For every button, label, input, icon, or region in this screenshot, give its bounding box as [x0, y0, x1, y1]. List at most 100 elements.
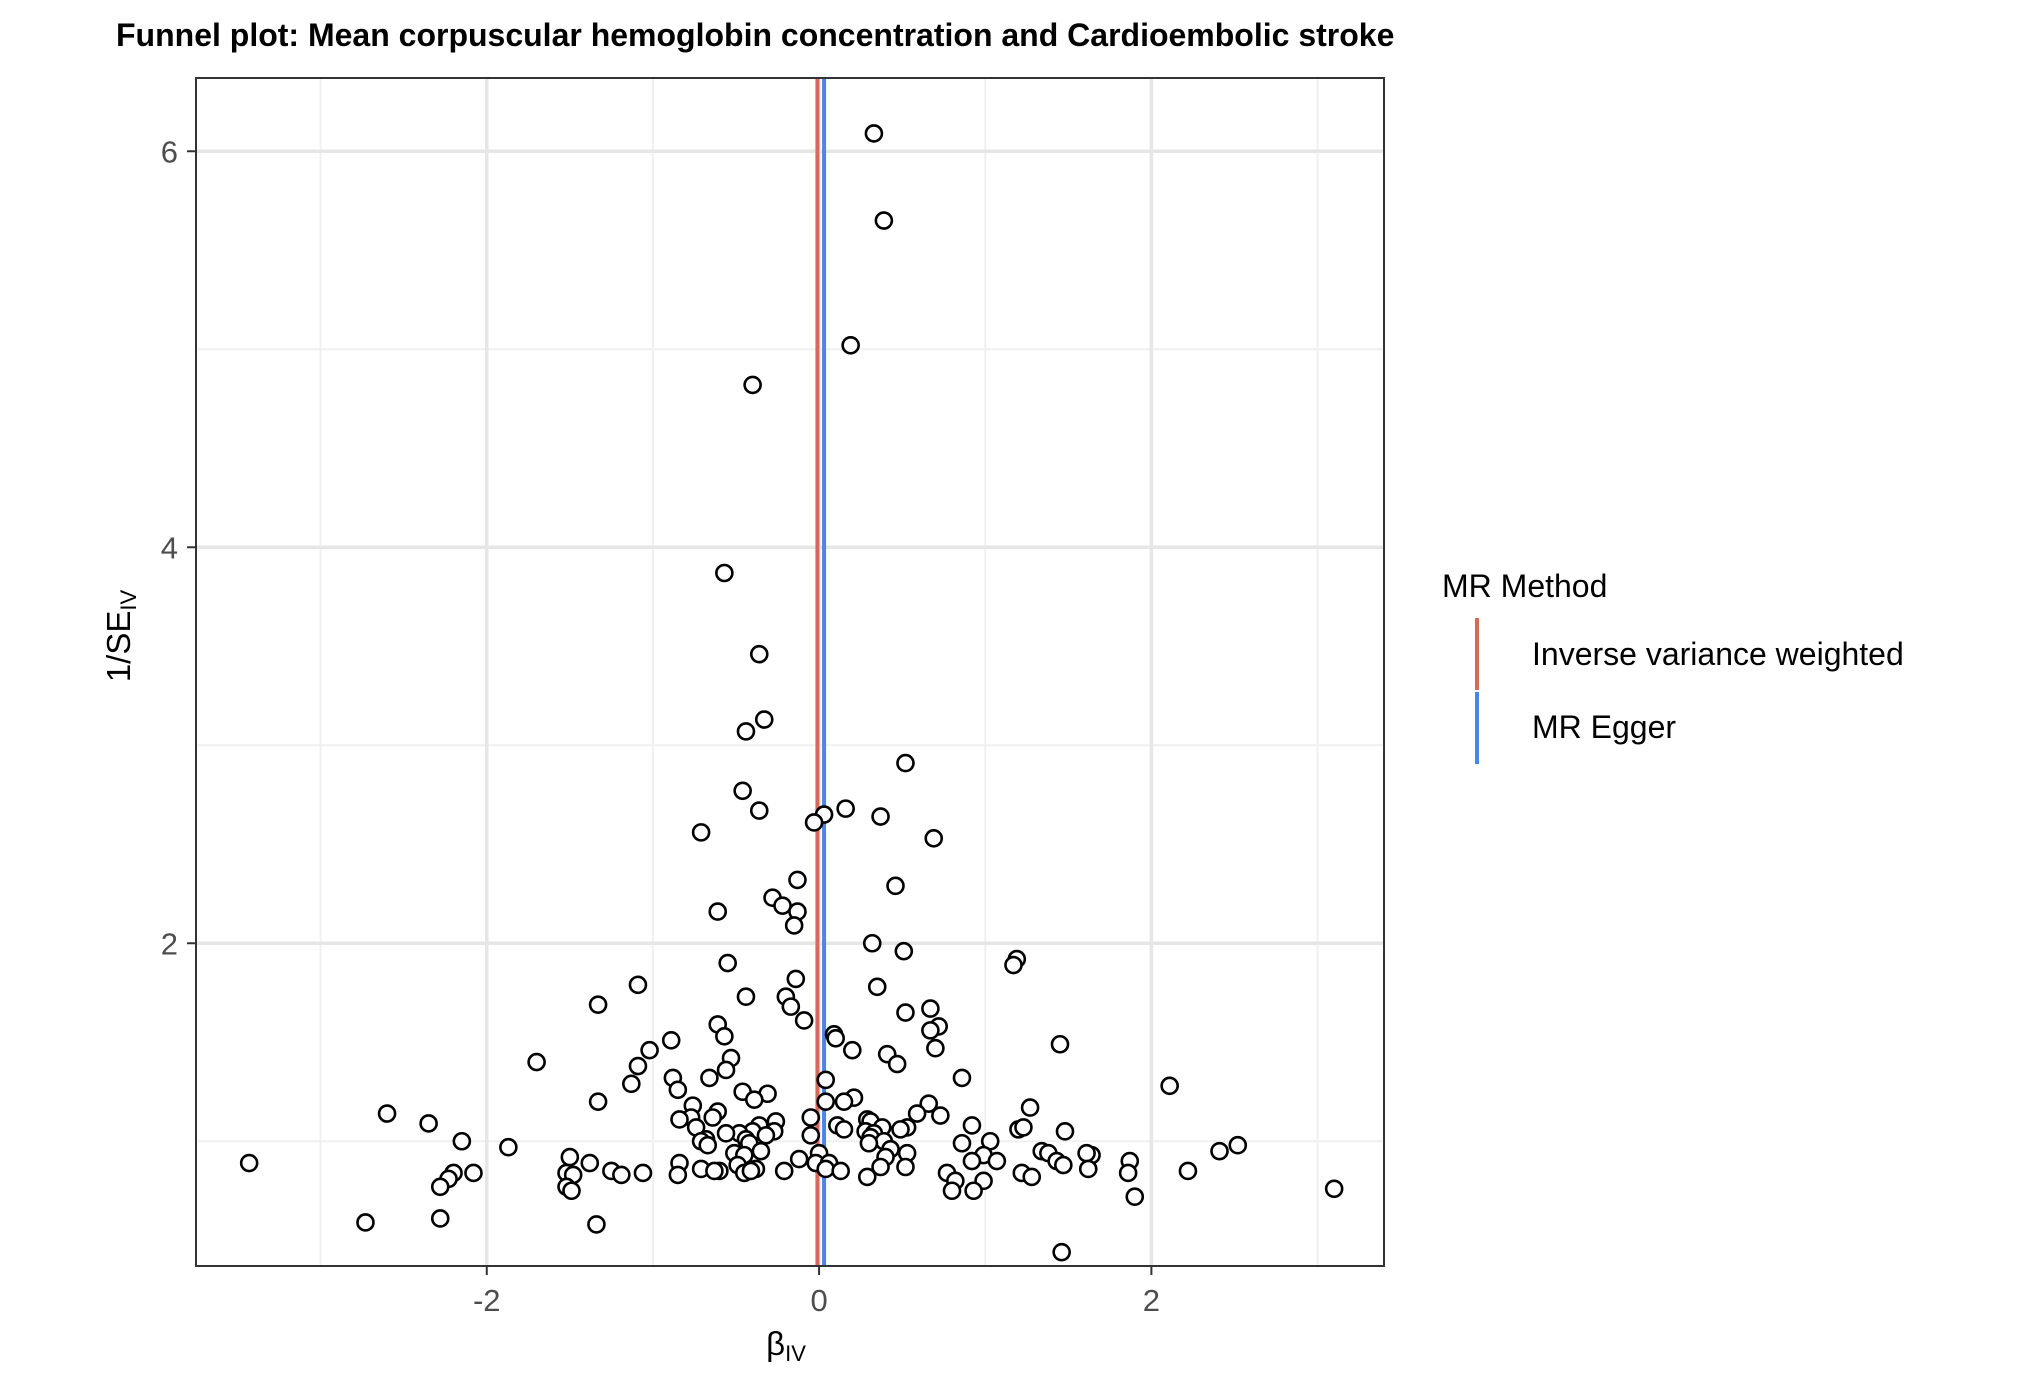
y-tick-label: 2 — [161, 926, 178, 961]
data-point — [919, 1094, 939, 1113]
data-point — [862, 933, 882, 953]
data-point — [705, 1161, 724, 1181]
data-point — [857, 1167, 877, 1187]
chart-title: Funnel plot: Mean corpuscular hemoglobin… — [116, 17, 1394, 53]
legend: MR Method Inverse variance weighted MR E… — [1442, 568, 1904, 764]
x-axis-title: βIV — [766, 1325, 806, 1366]
data-point — [784, 916, 804, 935]
data-point — [871, 807, 890, 826]
data-point — [612, 1165, 631, 1185]
data-point — [789, 1149, 809, 1169]
data-point — [715, 563, 734, 583]
data-point — [580, 1153, 600, 1173]
legend-title: MR Method — [1442, 568, 1607, 604]
data-point — [698, 1135, 718, 1155]
data-point — [921, 999, 940, 1018]
data-point — [1050, 1034, 1070, 1054]
x-axis-title-sub: IV — [785, 1341, 806, 1366]
data-point — [786, 969, 806, 989]
data-point — [907, 1104, 927, 1123]
data-point — [751, 1141, 771, 1161]
data-point — [1125, 1187, 1145, 1206]
data-point — [1210, 1141, 1229, 1161]
data-point — [804, 813, 824, 832]
data-point — [628, 975, 648, 995]
data-point — [1020, 1098, 1040, 1117]
y-tick-label: 6 — [161, 134, 178, 169]
data-point — [964, 1181, 983, 1201]
data-point — [1014, 1118, 1033, 1137]
axis-layer: -2 0 2 2 4 6 — [161, 134, 1160, 1318]
data-point — [743, 375, 762, 395]
y-axis-title-sub: IV — [116, 590, 141, 611]
data-point — [715, 1027, 734, 1046]
data-point — [801, 1126, 821, 1145]
data-point — [801, 1108, 821, 1127]
data-point — [962, 1116, 982, 1135]
data-point — [886, 876, 905, 896]
data-point — [733, 781, 752, 801]
data-point — [987, 1151, 1007, 1171]
data-point — [788, 870, 807, 890]
data-point — [670, 1110, 689, 1129]
data-point — [887, 1054, 907, 1074]
data-point — [377, 1104, 397, 1123]
data-point — [527, 1052, 546, 1072]
data-point — [896, 1157, 915, 1177]
data-point — [628, 1056, 648, 1076]
data-point — [864, 124, 884, 143]
data-point — [419, 1114, 438, 1133]
data-points-layer — [239, 124, 1344, 1262]
data-point — [499, 1137, 518, 1157]
data-point — [834, 1120, 854, 1139]
data-point — [816, 1092, 836, 1111]
data-point — [1078, 1159, 1098, 1179]
data-point — [749, 644, 769, 664]
data-point — [836, 799, 855, 818]
data-point — [640, 1040, 659, 1060]
data-point — [587, 1215, 606, 1234]
data-point — [871, 1157, 890, 1177]
data-point — [926, 1038, 945, 1058]
y-axis-title: 1/SEIV — [100, 590, 141, 683]
data-point — [741, 1161, 761, 1181]
data-point — [921, 1021, 940, 1040]
data-point — [708, 902, 728, 921]
data-point — [588, 995, 608, 1014]
data-point — [831, 1161, 850, 1181]
data-point — [1054, 1155, 1073, 1175]
data-point — [744, 1090, 764, 1109]
data-point — [952, 1068, 972, 1088]
x-tick-label: -2 — [473, 1283, 501, 1318]
data-point — [452, 1131, 472, 1151]
data-point — [691, 823, 711, 842]
data-point — [756, 1126, 776, 1145]
method-lines-layer — [815, 78, 827, 1266]
data-point — [942, 1181, 962, 1201]
data-point — [826, 1029, 845, 1048]
data-point — [891, 1120, 910, 1139]
data-point — [633, 1163, 653, 1183]
data-point — [1324, 1179, 1344, 1199]
data-point — [562, 1181, 581, 1201]
data-point — [894, 941, 914, 961]
data-point — [924, 829, 944, 848]
grid-layer — [196, 78, 1384, 1266]
data-point — [560, 1147, 580, 1167]
data-point — [773, 896, 792, 915]
data-point — [1118, 1163, 1138, 1183]
data-point — [774, 1161, 794, 1181]
y-tick-label: 4 — [161, 530, 178, 565]
data-point — [749, 801, 769, 820]
data-point — [668, 1165, 688, 1185]
data-point — [239, 1153, 259, 1173]
data-point — [668, 1080, 688, 1100]
data-point — [754, 710, 774, 729]
data-point — [703, 1108, 723, 1127]
data-point — [716, 1124, 736, 1143]
data-point — [716, 1060, 736, 1080]
data-point — [1228, 1135, 1248, 1155]
data-point — [952, 1133, 972, 1153]
